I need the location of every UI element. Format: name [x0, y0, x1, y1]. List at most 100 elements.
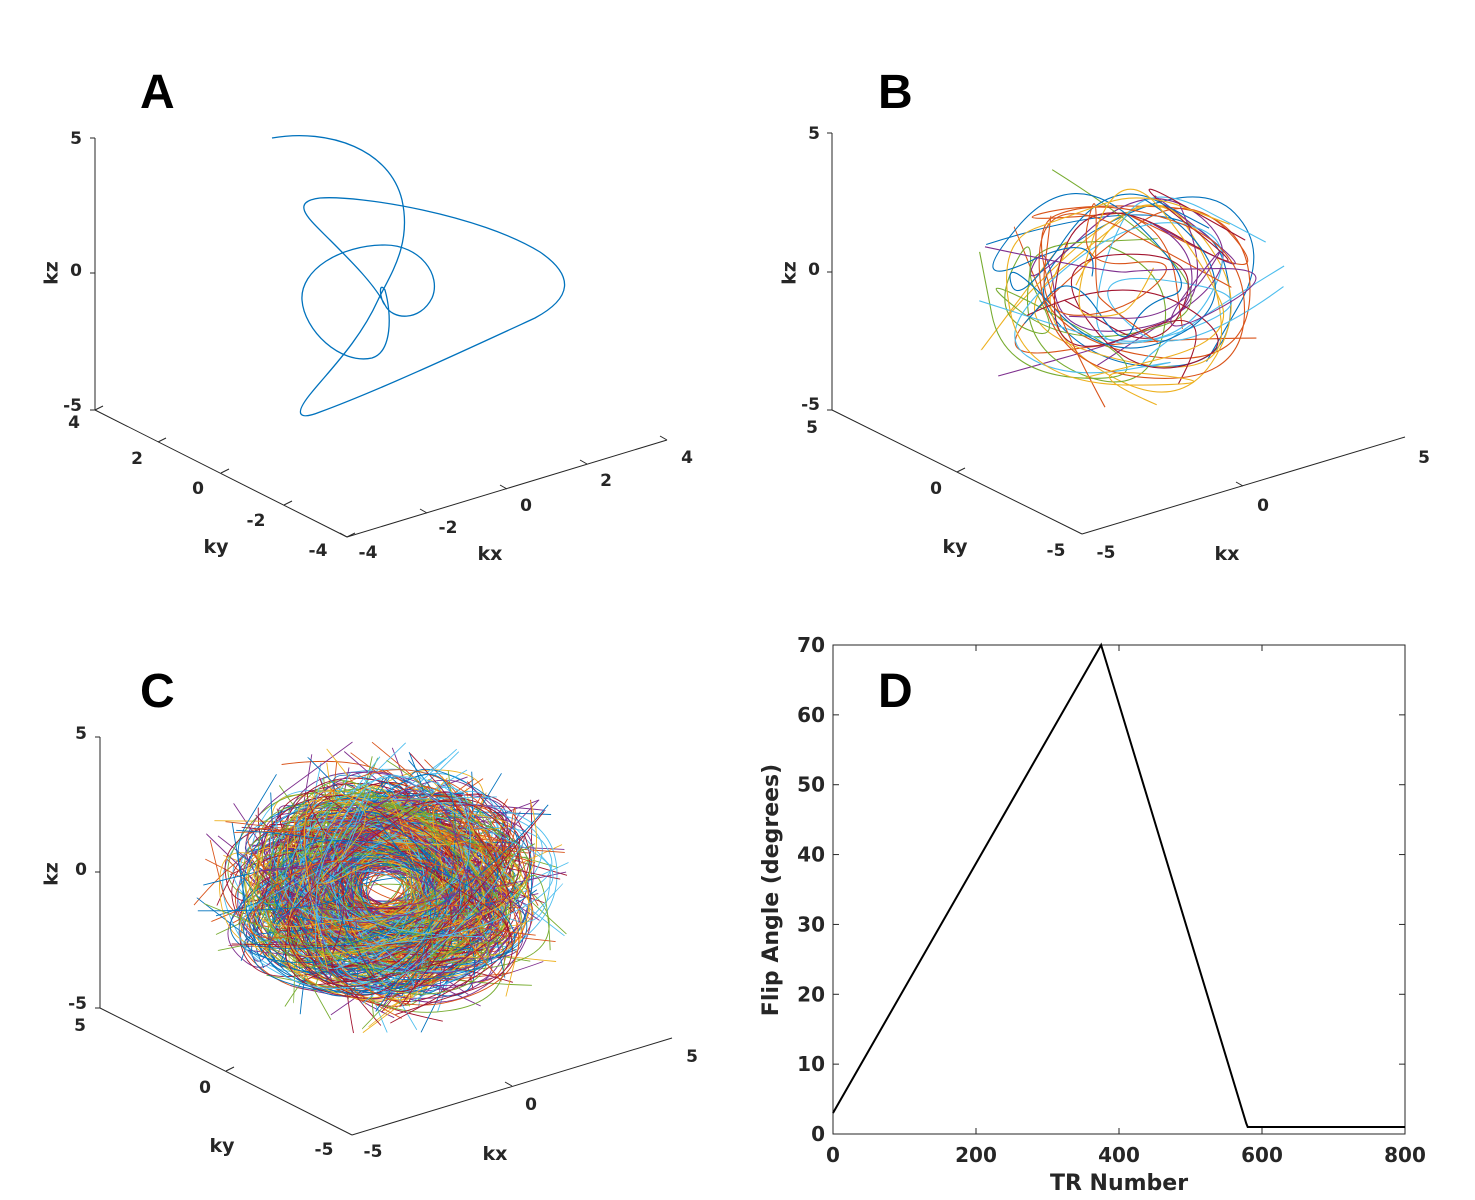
- panel-d-x-tick: 200: [955, 1143, 997, 1167]
- panel-a-ky-label: ky: [203, 536, 229, 558]
- panel-c-trajectory: [268, 793, 459, 967]
- panel-b-trajectory: [1026, 253, 1219, 369]
- panel-d-x-tick: 800: [1384, 1143, 1426, 1167]
- panel-b-ky-tick: -5: [1047, 541, 1066, 561]
- panel-c-trajectory: [276, 772, 427, 944]
- panel-c-kz-tick: -5: [68, 994, 87, 1014]
- panel-letter-a: A: [140, 66, 175, 119]
- panel-a-ky-tick: 4: [68, 413, 80, 433]
- panel-c-kx-label: kx: [483, 1143, 508, 1165]
- panel-c-kx-tick: -5: [364, 1142, 383, 1162]
- panel-b-trajectory: [1078, 188, 1225, 379]
- panel-c-trajectory: [303, 803, 504, 963]
- panel-c-trajectory: [217, 803, 522, 963]
- panel-c-trajectory: [259, 838, 488, 941]
- panel-c-trajectory: [234, 825, 494, 964]
- panel-a-kx-tick: 0: [520, 496, 532, 516]
- panel-d-y-tick: 30: [797, 912, 825, 936]
- panel-a-ky-axis: [94, 409, 348, 538]
- panel-c-trajectory: [197, 812, 437, 912]
- panel-b-kz-tick: 0: [808, 260, 820, 280]
- panel-b-trajectories: [979, 169, 1285, 408]
- panel-b-trajectory: [984, 246, 1257, 327]
- panel-c-kx-tick: 5: [686, 1047, 698, 1067]
- panel-d-x-tick: 600: [1241, 1143, 1283, 1167]
- panel-b-trajectory: [1008, 204, 1223, 368]
- panel-letter-b: B: [878, 66, 913, 119]
- panel-a-kx-label: kx: [478, 543, 503, 565]
- panel-c-kx-axis: [351, 1037, 673, 1136]
- panel-a-ky-tick: -4: [309, 541, 328, 561]
- panel-b-kx-tick: 0: [1257, 496, 1269, 516]
- panel-b-ky-label: ky: [942, 536, 968, 558]
- panel-c-ky-label: ky: [209, 1135, 235, 1157]
- panel-b-trajectory: [1053, 188, 1246, 385]
- panel-c-trajectory: [310, 790, 507, 970]
- panel-d-x-label: TR Number: [1050, 1171, 1188, 1196]
- panel-a-kx-tick: -2: [439, 518, 458, 538]
- panel-d-y-label: Flip Angle (degrees): [759, 764, 784, 1016]
- panel-d-flip-angle-line: [832, 642, 1405, 1128]
- panel-c-kx-tick: 0: [525, 1095, 537, 1115]
- panel-d-x-tick: 0: [826, 1143, 840, 1167]
- panel-c-trajectory: [238, 776, 471, 989]
- panel-c-trajectory: [264, 815, 470, 993]
- panel-d-plot-box: [832, 644, 1406, 1135]
- panel-letter-d: D: [878, 665, 913, 718]
- panel-a-kz-tick: -5: [63, 396, 82, 416]
- panel-a-kx-tick: 2: [600, 471, 612, 491]
- panel-b-trajectory: [992, 193, 1182, 338]
- panel-d-y-tick: 60: [797, 703, 825, 727]
- panel-b-trajectory: [1009, 193, 1216, 349]
- panel-c-ky-tick: -5: [315, 1140, 334, 1160]
- panel-c-ky-axis: [99, 1007, 353, 1136]
- panel-c-trajectories: [193, 741, 569, 1034]
- panel-a-ky-tick: -2: [247, 511, 266, 531]
- panel-c-trajectory: [287, 806, 545, 987]
- panel-c-trajectory: [229, 774, 499, 964]
- panel-a-kx-tick: -4: [359, 543, 378, 563]
- panel-c-kz-label: kz: [41, 862, 63, 886]
- panel-c-trajectory: [203, 833, 433, 974]
- panel-c-trajectory: [315, 774, 554, 984]
- panel-a: A 5 0 -5 kz 4 2 0 -2 -4 ky -4 -2 0 2 4: [41, 66, 694, 565]
- panel-c-trajectory: [231, 800, 520, 947]
- panel-b-trajectory: [1006, 197, 1230, 406]
- panel-b-kx-label: kx: [1215, 543, 1240, 565]
- panel-b-ky-tick: 0: [930, 479, 942, 499]
- panel-b-kx-axis: [1081, 436, 1406, 535]
- panel-b-trajectory: [1014, 207, 1257, 354]
- panel-c-trajectory: [287, 810, 485, 954]
- panel-d-ticks: 0 200 400 600 800 0 10 20 30 40 50 60 70: [797, 633, 1426, 1167]
- panel-b-kx-tick: -5: [1097, 543, 1116, 563]
- panel-b-trajectory: [979, 222, 1285, 374]
- panel-c-trajectory: [277, 769, 507, 1019]
- panel-d-y-tick: 0: [811, 1122, 825, 1146]
- panel-d-y-tick: 10: [797, 1052, 825, 1076]
- panel-b-trajectory: [1038, 206, 1245, 408]
- panel-c-trajectory: [282, 811, 453, 988]
- panel-d: 0 200 400 600 800 0 10 20 30 40 50 60 70 D TR Number…: [759, 633, 1426, 1196]
- panel-a-ky-tick: 2: [131, 449, 143, 469]
- panel-b-trajectory: [979, 169, 1192, 379]
- panel-b-kz-tick: 5: [808, 124, 820, 144]
- panel-d-y-tick: 50: [797, 773, 825, 797]
- panel-c-trajectory: [287, 785, 537, 958]
- panel-c-ky-tick: 0: [199, 1078, 211, 1098]
- panel-b-trajectory: [1004, 238, 1167, 383]
- panel-a-kz-label: kz: [41, 261, 63, 285]
- panel-c-trajectory: [314, 822, 462, 1004]
- panel-c-trajectory: [243, 774, 549, 950]
- panel-d-y-tick: 70: [797, 633, 825, 657]
- panel-c: C 5 0 -5 kz 5 0 -5 ky -5 0 5 kx: [41, 665, 698, 1165]
- panel-c-trajectory: [268, 841, 528, 951]
- panel-a-kz-tick: 0: [70, 261, 82, 281]
- panel-a-kx-tick: 4: [681, 448, 693, 468]
- panel-a-kz-tick: 5: [70, 129, 82, 149]
- panel-d-y-tick: 40: [797, 843, 825, 867]
- panel-c-trajectory: [304, 790, 420, 972]
- panel-b-ky-tick: 5: [806, 418, 818, 438]
- panel-c-trajectory: [258, 839, 489, 938]
- panel-c-kz-tick: 0: [75, 860, 87, 880]
